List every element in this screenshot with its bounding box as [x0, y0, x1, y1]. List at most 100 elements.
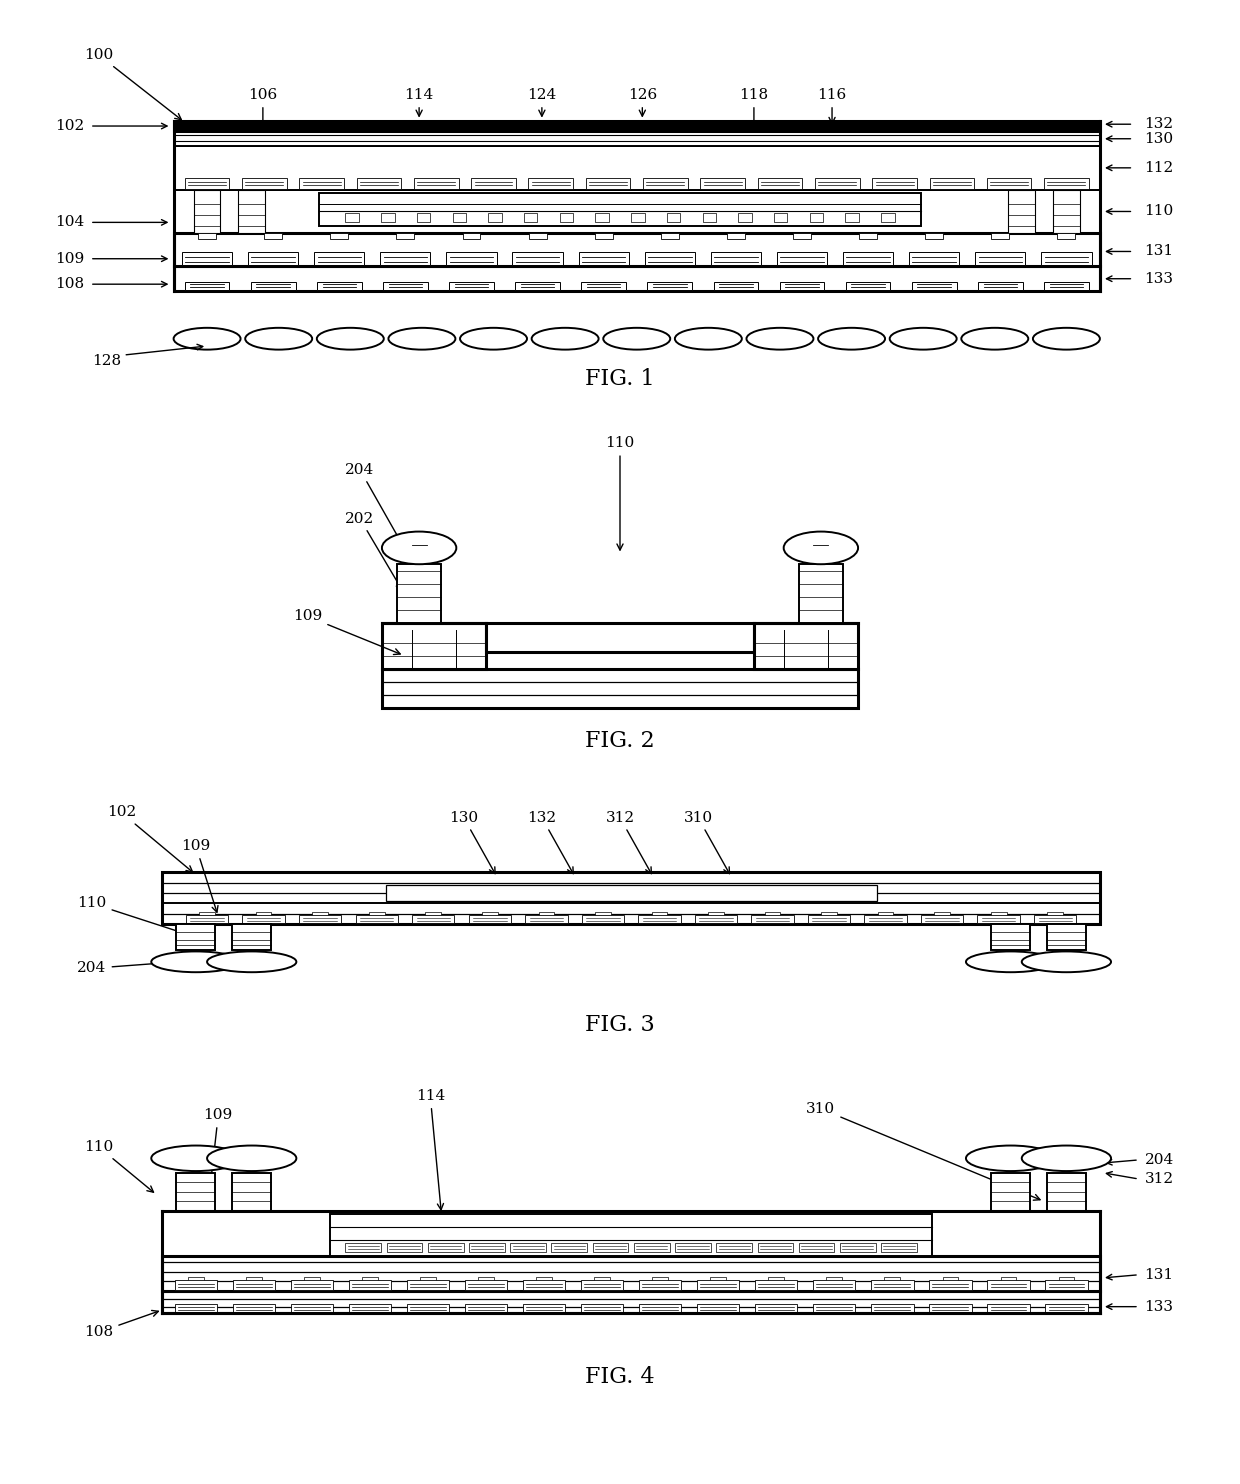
Circle shape [961, 328, 1028, 350]
Circle shape [746, 328, 813, 350]
Bar [264, 233, 283, 239]
Bar [1047, 925, 1086, 950]
Bar [631, 214, 645, 223]
Bar [769, 1278, 784, 1281]
Bar [978, 282, 1023, 289]
Bar [528, 233, 547, 239]
Text: 114: 114 [415, 1089, 445, 1209]
Bar [528, 178, 573, 188]
Bar [387, 1244, 423, 1252]
Bar [717, 1244, 751, 1252]
Bar [711, 252, 761, 266]
Text: 110: 110 [605, 436, 635, 551]
Bar [987, 178, 1032, 188]
Bar [193, 190, 221, 233]
Bar [465, 1281, 507, 1290]
Bar [872, 178, 916, 188]
Bar [516, 282, 560, 289]
Bar [417, 214, 430, 223]
Circle shape [460, 328, 527, 350]
Bar [711, 1278, 727, 1281]
Text: 204: 204 [345, 463, 402, 545]
Bar [1045, 1281, 1087, 1290]
Bar [299, 178, 343, 188]
Text: 128: 128 [92, 353, 122, 368]
Circle shape [818, 328, 885, 350]
Bar [198, 233, 216, 239]
Bar [579, 252, 629, 266]
Bar [991, 1172, 1030, 1211]
Bar [595, 913, 611, 916]
Bar [162, 1291, 1100, 1313]
Bar [511, 1244, 546, 1252]
Bar [595, 214, 609, 223]
Bar [382, 623, 486, 669]
Bar [469, 916, 511, 923]
Text: 109: 109 [181, 840, 218, 913]
Bar [250, 282, 295, 289]
Text: 108: 108 [84, 1310, 159, 1339]
Bar [925, 233, 944, 239]
Text: 131: 131 [1145, 1267, 1173, 1282]
Bar [870, 1281, 914, 1290]
Bar [751, 916, 794, 923]
Bar [243, 916, 285, 923]
Text: 109: 109 [203, 1109, 233, 1209]
Bar [652, 1278, 668, 1281]
Circle shape [1033, 328, 1100, 350]
Text: 110: 110 [1145, 205, 1174, 218]
Bar [991, 913, 1007, 916]
Bar [813, 1281, 856, 1290]
Circle shape [246, 328, 312, 350]
Text: 312: 312 [1145, 1172, 1173, 1186]
Bar [813, 1304, 856, 1312]
Bar [870, 1304, 914, 1312]
Bar [414, 178, 459, 188]
Circle shape [317, 328, 384, 350]
Text: 130: 130 [1145, 132, 1173, 145]
Bar [381, 214, 394, 223]
Bar [1053, 190, 1080, 233]
Bar [246, 1278, 262, 1281]
Text: 110: 110 [77, 896, 192, 936]
Bar [186, 916, 228, 923]
Bar [935, 913, 950, 916]
Bar [639, 1281, 682, 1290]
Bar [200, 913, 215, 916]
Bar [362, 1278, 378, 1281]
Bar [826, 1278, 842, 1281]
Bar [176, 1172, 216, 1211]
Circle shape [207, 1146, 296, 1171]
Bar [846, 214, 859, 223]
Bar [765, 913, 780, 916]
Bar [864, 916, 906, 923]
Bar [645, 252, 694, 266]
Text: 312: 312 [605, 810, 651, 874]
Bar [175, 1281, 217, 1290]
Bar [233, 1304, 275, 1312]
Bar [580, 1304, 624, 1312]
Bar [449, 282, 494, 289]
Text: 202: 202 [345, 512, 402, 589]
Bar [675, 1244, 711, 1252]
Bar [357, 178, 402, 188]
Bar [644, 178, 688, 188]
Circle shape [151, 1146, 241, 1171]
Bar [1034, 916, 1076, 923]
Bar [667, 214, 681, 223]
Bar [758, 178, 802, 188]
Bar [304, 1278, 320, 1281]
Bar [526, 916, 568, 923]
Bar [453, 214, 466, 223]
Bar [987, 1281, 1029, 1290]
Bar [975, 252, 1025, 266]
Bar [290, 1304, 334, 1312]
Text: 102: 102 [107, 806, 192, 873]
Bar [174, 145, 1100, 190]
Bar [407, 1304, 449, 1312]
Bar [1058, 233, 1075, 239]
Bar [878, 913, 893, 916]
Bar [815, 178, 859, 188]
Bar [1048, 913, 1063, 916]
Bar [174, 120, 1100, 132]
